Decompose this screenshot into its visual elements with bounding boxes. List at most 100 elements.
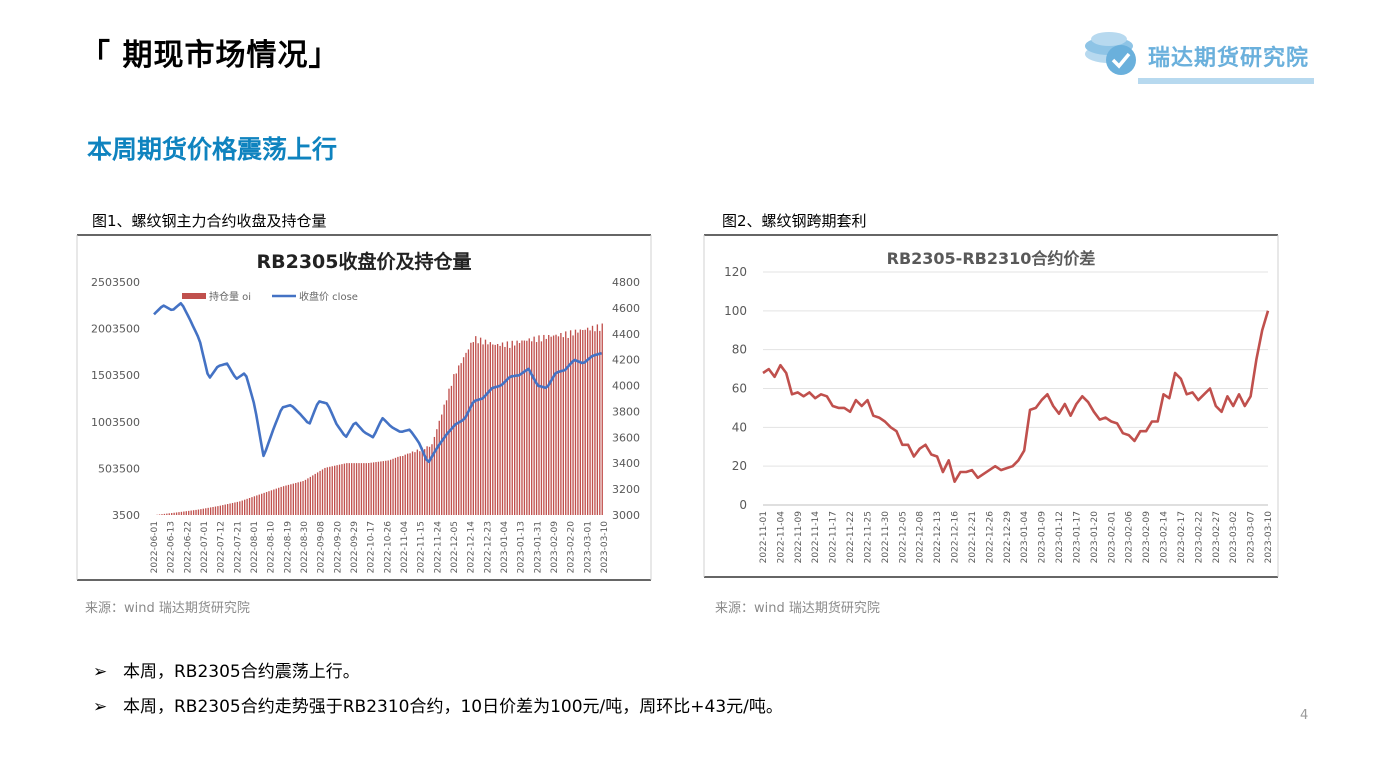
oi-bar [248, 497, 251, 515]
oi-bar [538, 335, 540, 515]
oi-bar [202, 508, 204, 515]
x-tick-label: 2023-02-17 [1177, 511, 1187, 563]
oi-bar [465, 352, 467, 515]
oi-bar [394, 457, 397, 515]
oi-bar [209, 507, 212, 515]
chart1-title: RB2305收盘价及持仓量 [257, 250, 472, 273]
oi-bar [246, 498, 248, 515]
left-tick-label: 503500 [98, 462, 140, 475]
x-tick-label: 2022-12-05 [450, 521, 460, 573]
oi-bar [244, 499, 246, 515]
x-tick-label: 2022-10-26 [383, 521, 393, 574]
oi-bar [514, 345, 516, 515]
oi-bar [450, 385, 453, 515]
oi-bar [192, 510, 195, 515]
oi-bar [550, 336, 552, 515]
oi-bar [441, 414, 443, 515]
chart-spread: RB2305-RB2310合约价差 120 100 80 60 40 20 0 2022-1… [703, 234, 1279, 578]
oi-bar [263, 492, 265, 515]
oi-bar [496, 343, 499, 515]
arrow-bullet-icon: ➢ [93, 662, 108, 682]
x-tick-label: 2023-02-09 [550, 521, 560, 574]
oi-bar [438, 420, 440, 515]
oi-bar [462, 357, 465, 515]
oi-bar [448, 388, 450, 515]
section-subtitle: 本周期货价格震荡上行 [87, 135, 338, 164]
oi-bar [200, 509, 202, 515]
logo-underline [1138, 78, 1314, 84]
x-tick-label: 2022-07-21 [233, 521, 243, 573]
oi-bar [241, 500, 243, 515]
oi-bar [351, 463, 353, 515]
x-tick-label: 2023-01-12 [1055, 511, 1065, 563]
x-tick-label: 2023-02-22 [1194, 511, 1204, 563]
oi-bar [402, 455, 404, 515]
oi-bar [161, 514, 163, 515]
oi-bar [175, 512, 178, 515]
oi-bar [499, 345, 501, 515]
oi-bar [353, 463, 355, 515]
x-tick-label: 2023-02-06 [1125, 511, 1135, 564]
oi-bar [239, 501, 241, 515]
oi-bar [261, 493, 263, 515]
oi-bar [555, 334, 557, 515]
oi-bar [433, 436, 436, 515]
figure2-source: 来源：wind 瑞达期货研究院 [715, 601, 880, 616]
oi-bar [504, 346, 506, 515]
right-tick-label: 3400 [612, 457, 640, 470]
oi-bar [382, 461, 384, 515]
oi-bar [406, 453, 409, 515]
oi-bar [338, 464, 341, 515]
oi-bar [355, 463, 358, 515]
oi-bar [319, 470, 321, 515]
oi-bar [375, 462, 377, 515]
left-tick-label: 1503500 [91, 369, 140, 382]
oi-bar [163, 513, 166, 515]
oi-bar [299, 481, 302, 515]
oi-bar [460, 363, 462, 515]
oi-bar [321, 469, 324, 515]
oi-bar [166, 513, 168, 515]
oi-bar [236, 501, 239, 515]
x-tick-label: 2022-09-20 [333, 521, 343, 574]
oi-bar [365, 463, 367, 515]
oi-bar [521, 340, 523, 515]
oi-bar [217, 506, 219, 515]
x-tick-label: 2022-06-13 [167, 521, 177, 573]
right-tick-label: 3000 [612, 509, 640, 522]
oi-bar [290, 484, 292, 515]
x-tick-label: 2023-01-09 [1038, 511, 1048, 564]
right-tick-label: 4400 [612, 328, 640, 341]
oi-bar [222, 505, 224, 515]
x-tick-label: 2023-02-27 [1212, 511, 1222, 563]
right-tick-label: 3800 [612, 405, 640, 418]
oi-bar [297, 482, 299, 515]
x-tick-label: 2022-11-15 [417, 521, 427, 573]
bullet-1: ➢ 本周，RB2305合约震荡上行。 [93, 657, 360, 682]
x-tick-label: 2022-11-24 [433, 521, 443, 574]
left-axis-ticks: 2503500 2003500 1503500 1003500 503500 3500 [91, 276, 140, 522]
right-tick-label: 3600 [612, 431, 640, 444]
x-tick-label: 2023-02-14 [1160, 511, 1170, 564]
oi-bar [346, 463, 348, 515]
x-tick-label: 2022-09-29 [350, 521, 360, 574]
y-tick-label: 120 [724, 265, 747, 279]
oi-bar [292, 483, 294, 515]
x-tick-label: 2022-07-12 [217, 521, 227, 573]
oi-bar [399, 456, 402, 515]
x-tick-label: 2023-01-13 [517, 521, 527, 573]
oi-bar [280, 486, 282, 515]
x-tick-label: 2023-03-10 [1264, 511, 1274, 564]
oi-bar [314, 473, 316, 515]
coin-stack-icon [1085, 32, 1136, 75]
oi-bar [224, 504, 226, 515]
x-tick-label: 2022-12-13 [933, 511, 943, 563]
oi-bar [329, 466, 331, 515]
oi-bar [509, 347, 511, 515]
oi-bar [419, 451, 421, 515]
oi-bar [265, 492, 268, 515]
oi-bar [579, 329, 582, 515]
oi-bar [387, 460, 389, 515]
y-tick-label: 40 [732, 420, 747, 434]
oi-bar [492, 344, 494, 515]
